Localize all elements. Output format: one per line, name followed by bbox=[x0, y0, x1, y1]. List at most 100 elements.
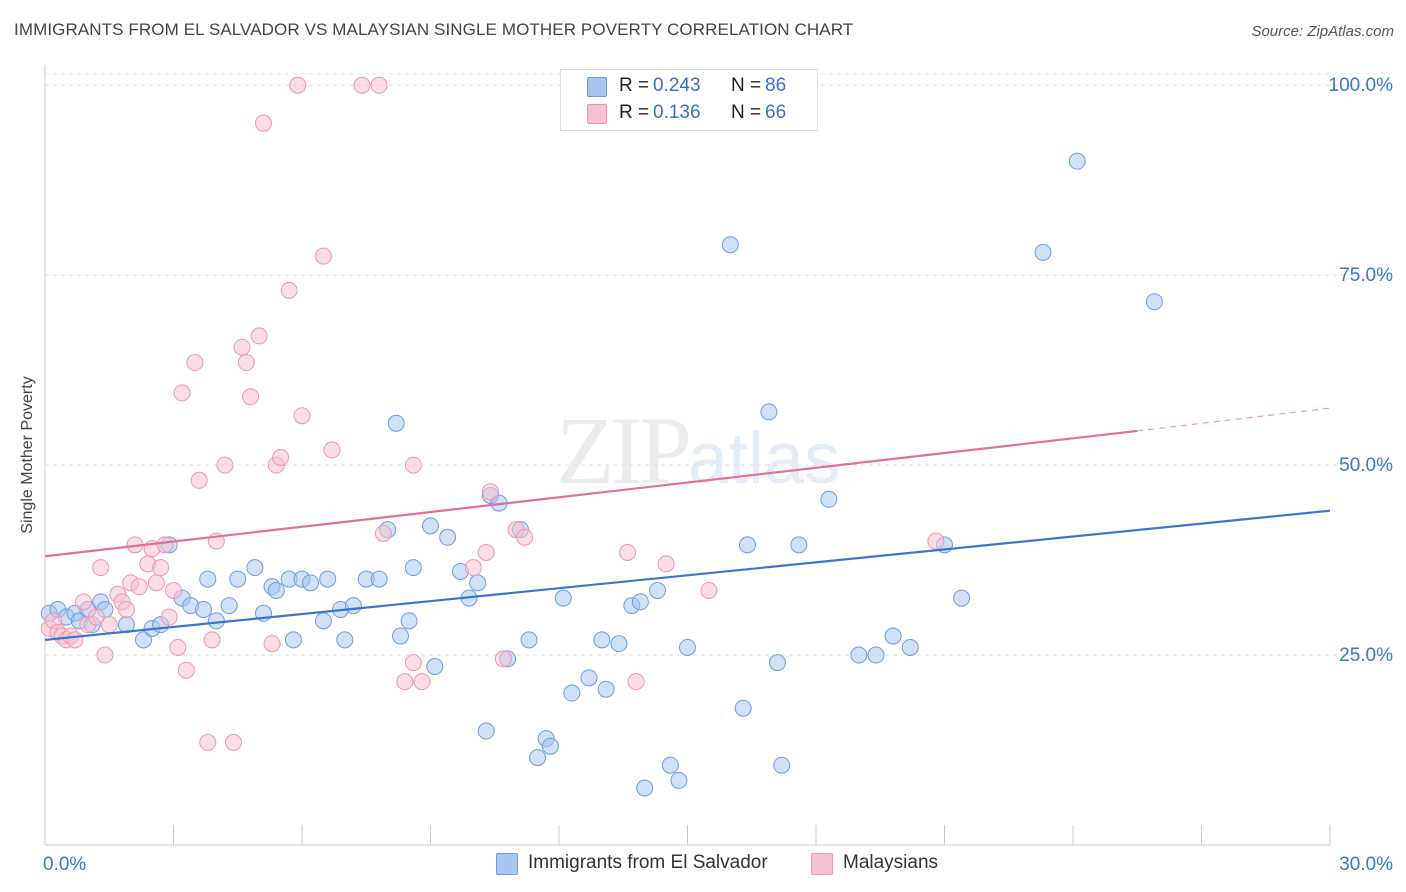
point-el-salvador bbox=[1145, 293, 1163, 311]
point-malaysians bbox=[160, 608, 178, 626]
point-malaysians bbox=[66, 631, 84, 649]
point-el-salvador bbox=[773, 756, 791, 774]
point-el-salvador bbox=[953, 589, 971, 607]
point-el-salvador bbox=[469, 574, 487, 592]
point-malaysians bbox=[216, 456, 234, 474]
point-el-salvador bbox=[387, 414, 405, 432]
point-malaysians bbox=[169, 638, 187, 656]
point-malaysians bbox=[186, 354, 204, 372]
r-value: 0.136 bbox=[653, 102, 701, 123]
point-malaysians bbox=[152, 559, 170, 577]
point-malaysians bbox=[177, 661, 195, 679]
data-points bbox=[40, 76, 1163, 797]
trend-line-malaysians bbox=[44, 429, 1138, 558]
trend-line-el-salvador bbox=[44, 509, 1331, 641]
point-el-salvador bbox=[422, 517, 439, 535]
point-el-salvador bbox=[392, 627, 410, 645]
correlation-legend: R = 0.243 N = 86 R = 0.136 N = 66 bbox=[560, 69, 818, 131]
tick-labels: 25.0% 50.0% 75.0% 100.0% 0.0% 30.0% bbox=[43, 75, 1393, 875]
legend-row-malaysians: R = 0.136 N = 66 bbox=[561, 101, 817, 127]
point-malaysians bbox=[242, 388, 260, 406]
point-malaysians bbox=[323, 441, 341, 459]
point-el-salvador bbox=[284, 631, 302, 649]
r-value: 0.243 bbox=[653, 75, 701, 96]
point-el-salvador bbox=[661, 756, 679, 774]
point-malaysians bbox=[657, 555, 675, 573]
point-el-salvador bbox=[580, 669, 598, 687]
point-el-salvador bbox=[439, 528, 457, 546]
n-value: 86 bbox=[765, 75, 787, 96]
point-el-salvador bbox=[884, 627, 902, 645]
point-el-salvador bbox=[199, 570, 217, 588]
point-malaysians bbox=[619, 543, 637, 561]
point-malaysians bbox=[190, 471, 208, 489]
r-label: R = bbox=[619, 75, 650, 96]
legend-swatch-blue bbox=[496, 853, 518, 875]
point-malaysians bbox=[250, 327, 268, 345]
y-tick-label: 75.0% bbox=[1339, 265, 1393, 286]
point-malaysians bbox=[353, 76, 371, 94]
point-el-salvador bbox=[302, 574, 320, 592]
point-malaysians bbox=[130, 578, 148, 596]
point-malaysians bbox=[927, 532, 945, 550]
point-el-salvador bbox=[370, 570, 388, 588]
legend-label: Malaysians bbox=[843, 852, 939, 873]
point-malaysians bbox=[156, 536, 174, 554]
point-el-salvador bbox=[314, 612, 332, 630]
point-el-salvador bbox=[267, 581, 285, 599]
point-malaysians bbox=[516, 528, 534, 546]
point-el-salvador bbox=[554, 589, 572, 607]
point-el-salvador bbox=[426, 657, 444, 675]
point-malaysians bbox=[404, 456, 422, 474]
point-el-salvador bbox=[597, 680, 615, 698]
point-malaysians bbox=[96, 646, 114, 664]
point-el-salvador bbox=[867, 646, 885, 664]
point-malaysians bbox=[165, 581, 182, 599]
point-el-salvador bbox=[400, 612, 418, 630]
point-malaysians bbox=[237, 354, 255, 372]
legend-label: Immigrants from El Salvador bbox=[528, 852, 768, 873]
point-malaysians bbox=[203, 631, 221, 649]
point-el-salvador bbox=[229, 570, 247, 588]
legend-swatch-pink bbox=[587, 104, 607, 124]
point-malaysians bbox=[254, 114, 272, 132]
point-el-salvador bbox=[207, 612, 225, 630]
y-tick-label: 50.0% bbox=[1339, 455, 1393, 476]
r-label: R = bbox=[619, 102, 650, 123]
point-malaysians bbox=[289, 76, 307, 94]
point-malaysians bbox=[224, 733, 242, 751]
point-el-salvador bbox=[631, 593, 649, 611]
point-malaysians bbox=[293, 407, 311, 425]
y-tick-label: 100.0% bbox=[1329, 75, 1394, 96]
point-el-salvador bbox=[636, 779, 654, 797]
chart-title: IMMIGRANTS FROM EL SALVADOR VS MALAYSIAN… bbox=[14, 20, 854, 39]
point-el-salvador bbox=[541, 737, 559, 755]
point-malaysians bbox=[233, 338, 251, 356]
watermark-atlas: atlas bbox=[688, 419, 841, 499]
n-label: N = bbox=[731, 75, 762, 96]
point-el-salvador bbox=[344, 597, 362, 615]
point-el-salvador bbox=[670, 771, 688, 789]
point-el-salvador bbox=[790, 536, 808, 554]
point-malaysians bbox=[263, 635, 281, 653]
point-malaysians bbox=[464, 559, 482, 577]
point-el-salvador bbox=[1068, 152, 1086, 170]
point-malaysians bbox=[147, 574, 165, 592]
point-malaysians bbox=[374, 524, 392, 542]
point-el-salvador bbox=[820, 490, 838, 508]
point-el-salvador bbox=[336, 631, 354, 649]
trend-lines bbox=[44, 407, 1331, 641]
point-malaysians bbox=[199, 733, 217, 751]
y-axis-label: Single Mother Poverty bbox=[19, 376, 36, 534]
watermark-zip: ZIP bbox=[556, 397, 692, 504]
point-malaysians bbox=[100, 616, 118, 634]
point-el-salvador bbox=[404, 559, 422, 577]
point-malaysians bbox=[413, 673, 431, 691]
point-el-salvador bbox=[246, 559, 264, 577]
point-el-salvador bbox=[721, 236, 739, 254]
legend-row-el-salvador: R = 0.243 N = 86 bbox=[561, 74, 817, 100]
point-el-salvador bbox=[520, 631, 538, 649]
point-el-salvador bbox=[593, 631, 611, 649]
point-malaysians bbox=[370, 76, 388, 94]
